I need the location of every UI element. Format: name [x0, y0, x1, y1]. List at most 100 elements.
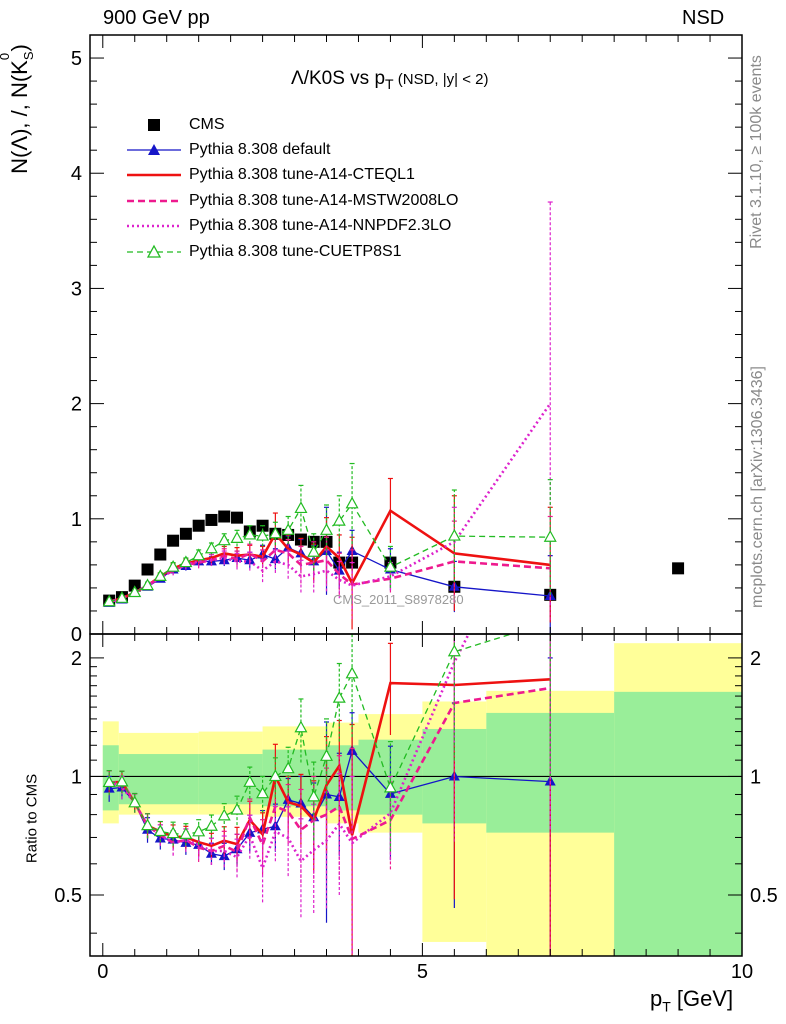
cms-point-7: [192, 519, 205, 532]
legend-entry-mstw: Pythia 8.308 tune-A14-MSTW2008LO: [125, 188, 458, 213]
series-4-ratio-marker-1: [115, 774, 129, 787]
series-4-ratio-marker-12: [256, 786, 270, 799]
main-y-tick-label-5: 5: [71, 48, 82, 70]
series-4-ratio-marker-17: [319, 749, 334, 761]
band-green-8: [614, 691, 742, 956]
band-green-1: [118, 754, 199, 805]
xlabel-sub: T: [662, 998, 671, 1015]
series-4-ratio-marker-18: [332, 690, 346, 703]
legend-symbol-default: [127, 144, 181, 156]
mcplots-label: mcplots.cern.ch [arXiv:1306.3436]: [749, 366, 766, 608]
series-4-main-marker-4: [153, 569, 167, 582]
series-4-ratio-marker-3: [141, 818, 155, 831]
series-4-ratio-marker-19: [345, 666, 359, 679]
rivet-version-label: Rivet 3.1.10, ≥ 100k events: [748, 55, 765, 249]
series-4-main-marker-18: [332, 513, 346, 526]
series-4-main-marker-5: [166, 559, 180, 572]
cms-point-8: [205, 513, 218, 526]
cms-point-4: [154, 548, 167, 561]
legend-label-cuetp8s1: Pythia 8.308 tune-CUETP8S1: [189, 242, 402, 260]
legend-label-cteql1: Pythia 8.308 tune-A14-CTEQL1: [189, 166, 415, 184]
series-4-ratio: [102, 634, 551, 852]
series-4-main-marker-11: [243, 527, 257, 540]
x-tick-label-0: 0: [97, 961, 108, 983]
series-4-main-marker-20: [383, 559, 397, 572]
series-4-main-marker-17: [319, 523, 334, 535]
main-y-tick-label-1: 1: [71, 509, 82, 531]
main-ylabel-sub: S: [21, 51, 36, 61]
legend-symbol-cteql1: [127, 174, 181, 177]
main-y-axis-label: N(Λ), /, N(K0S): [0, 29, 36, 189]
band-green-2: [198, 754, 263, 805]
main-ylabel-pre: N(Λ), /, N(K: [7, 60, 32, 174]
series-4-ratio-marker-16: [307, 789, 321, 802]
series-4-ratio-marker-11: [243, 775, 257, 787]
cms-point-3: [141, 563, 154, 576]
series-4-ratio-marker-20: [383, 780, 397, 793]
series-3-main-line: [108, 402, 552, 603]
main-y-tick-label-3: 3: [71, 278, 82, 300]
xlabel-pre: p: [650, 986, 663, 1011]
series-4-main-marker-19: [345, 496, 359, 509]
legend-symbol-nnpdf: [127, 224, 181, 228]
ratio-panel-frame: [89, 633, 743, 957]
plot-title-sub: T: [385, 75, 394, 92]
ratio-y-axis-label: Ratio to CMS: [23, 773, 41, 864]
series-4-ratio-marker-15: [294, 720, 308, 733]
series-4-ratio-marker-10: [230, 802, 244, 815]
axis-ticks: [90, 34, 743, 956]
legend-symbol-cms: [148, 118, 160, 131]
legend: CMS Pythia 8.308 default Pythia 8.308 tu…: [125, 112, 458, 264]
series-4-ratio-marker-8: [204, 818, 218, 831]
x-tick-label-2: 10: [731, 961, 753, 983]
band-green-0: [102, 745, 119, 811]
ratio-uncertainty-bands: [102, 643, 742, 956]
legend-symbol-cuetp8s1: [127, 244, 181, 258]
plot-title-main: Λ/K0S vs p: [291, 68, 386, 89]
series-4-main-marker-12: [256, 528, 270, 541]
x-tick-label-1: 5: [417, 961, 428, 983]
cms-point-9: [218, 510, 231, 523]
xlabel-post: [GeV]: [670, 986, 734, 1011]
main-ylabel-sup: 0: [0, 53, 12, 60]
legend-label-mstw: Pythia 8.308 tune-A14-MSTW2008LO: [189, 191, 459, 209]
main-y-tick-label-0: 0: [71, 624, 82, 646]
main-y-tick-label-2: 2: [71, 394, 82, 416]
series-4-main-marker-3: [141, 578, 155, 591]
legend-label-cms: CMS: [189, 115, 225, 133]
series-4-main: [102, 462, 557, 607]
series-4-main-marker-22: [543, 529, 557, 542]
series-4-ratio-marker-13: [268, 769, 282, 782]
series-4-ratio-marker-7: [192, 824, 206, 837]
series-4-main-marker-13: [268, 526, 282, 539]
series-4-main-marker-16: [307, 544, 321, 557]
legend-label-default: Pythia 8.308 default: [189, 141, 331, 159]
series-3-ratio-line: [108, 634, 471, 872]
x-axis-label: pT [GeV]: [650, 986, 733, 1014]
series-4-main-marker-9: [217, 533, 231, 546]
header-right: NSD: [682, 7, 725, 29]
legend-entry-cms: CMS: [125, 112, 458, 137]
ratio-y-tick-label-left-1: 1: [71, 766, 82, 788]
ratio-y-tick-label-left-0: 0.5: [54, 885, 82, 907]
series-4-ratio-marker-2: [128, 795, 142, 808]
series-4-ratio-marker-5: [166, 826, 180, 839]
legend-entry-cteql1: Pythia 8.308 tune-A14-CTEQL1: [125, 163, 458, 188]
cms-point-10: [231, 511, 244, 524]
series-4-ratio-marker-4: [153, 824, 167, 837]
series-4-ratio-marker-14: [281, 761, 295, 774]
legend-entry-nnpdf: Pythia 8.308 tune-A14-NNPDF2.3LO: [125, 214, 458, 239]
series-4-main-marker-8: [204, 541, 218, 554]
analysis-watermark: CMS_2011_S8978280: [333, 592, 464, 607]
cms-point-6: [179, 527, 192, 540]
series-4-ratio-marker-9: [217, 808, 231, 821]
series-4-main-marker-21: [447, 528, 461, 541]
cms-point-5: [167, 534, 180, 547]
legend-entry-default: Pythia 8.308 default: [125, 137, 458, 162]
series-4-ratio-marker-6: [179, 827, 193, 839]
series-4-ratio-marker-21: [447, 644, 461, 657]
series-4-ratio-marker-0: [102, 775, 116, 788]
tick-labels: 0 5 10 0 1 2 3 4 5 0.5 0.5 1 1 2 2: [54, 48, 778, 983]
series-4-main-marker-15: [294, 501, 308, 514]
